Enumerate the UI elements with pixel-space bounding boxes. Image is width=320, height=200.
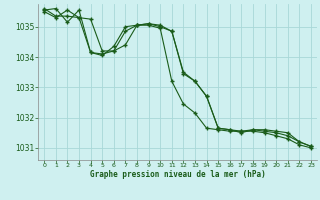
X-axis label: Graphe pression niveau de la mer (hPa): Graphe pression niveau de la mer (hPa) — [90, 170, 266, 179]
